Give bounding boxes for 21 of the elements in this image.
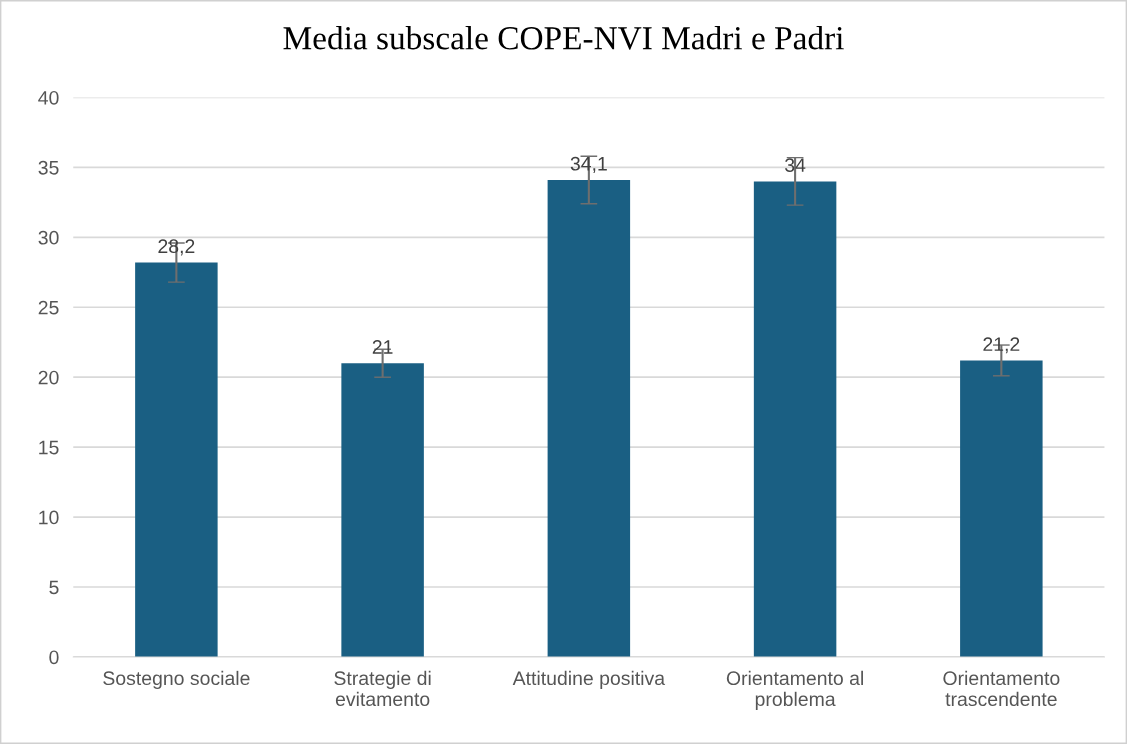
y-tick-label: 25	[38, 300, 59, 315]
bar	[960, 360, 1043, 657]
x-tick-label: Orientamento al problema	[726, 670, 863, 710]
y-tick-label: 10	[39, 510, 59, 525]
bar	[547, 179, 631, 657]
y-tick-label: 15	[39, 440, 59, 455]
x-tick-label: Attitudine positiva	[512, 670, 666, 689]
bar	[135, 262, 218, 657]
bar	[341, 363, 424, 657]
bar	[753, 181, 837, 657]
chart-title: Media subscale COPE-NVI Madri e Padri	[283, 26, 844, 50]
y-tick-label: 35	[38, 160, 59, 175]
x-tick-label: Sostegno sociale	[103, 670, 250, 689]
y-tick-label: 40	[38, 90, 59, 105]
x-tick-label: Orientamento trascendente	[943, 670, 1060, 707]
y-tick-label: 30	[38, 230, 59, 245]
y-tick-label: 5	[49, 580, 59, 595]
x-tick-label: Strategie di evitamento	[334, 670, 431, 707]
y-tick-label: 20	[38, 370, 59, 385]
data-label: 21,2	[983, 337, 1020, 354]
y-tick-label: 0	[49, 650, 59, 665]
